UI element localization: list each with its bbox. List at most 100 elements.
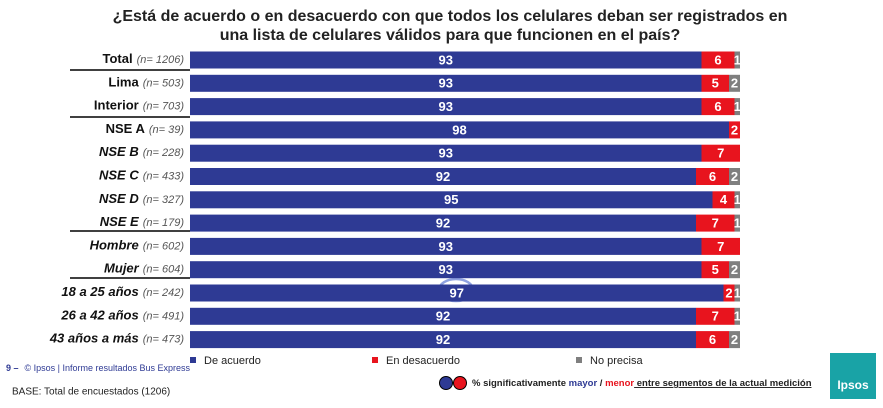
- bar-segment: [696, 331, 729, 349]
- bar-segment: [734, 284, 740, 302]
- value-label: 93: [439, 76, 453, 91]
- category-name: 26 a 42 años: [60, 308, 138, 323]
- sample-size: (n= 228): [143, 147, 185, 159]
- category-name: NSE E: [100, 215, 139, 230]
- sample-size: (n= 1206): [137, 54, 185, 66]
- value-label: 7: [717, 239, 724, 254]
- sig-text: menor: [605, 378, 634, 389]
- value-label: 1: [734, 309, 741, 324]
- legend-label: De acuerdo: [204, 355, 261, 367]
- sample-size: (n= 491): [143, 310, 185, 322]
- bar-segment: [729, 168, 740, 185]
- value-label: 93: [439, 239, 453, 254]
- category-name: Interior: [94, 98, 139, 113]
- logo-text: Ipsos: [837, 378, 869, 392]
- bar-segment: [696, 214, 735, 232]
- bar-segment: [190, 144, 702, 162]
- value-label: 93: [439, 146, 453, 161]
- category-name: NSE C: [99, 168, 139, 183]
- category-name: NSE A: [106, 121, 146, 136]
- sig-icon: [453, 376, 467, 390]
- bar-segment: [701, 261, 729, 279]
- category-label: Total (n= 1206): [103, 51, 185, 66]
- sample-size: (n= 39): [149, 124, 184, 136]
- value-label: 5: [712, 262, 719, 277]
- value-label: 93: [439, 262, 453, 277]
- value-label: 6: [714, 52, 721, 67]
- category-name: 18 a 25 años: [61, 284, 138, 299]
- bar-segment: [190, 74, 702, 92]
- bar-segment: [729, 74, 740, 92]
- legend-label: En desacuerdo: [386, 355, 460, 367]
- bar-segment: [734, 191, 740, 209]
- sig-text: /: [597, 378, 605, 389]
- value-label: 93: [439, 52, 453, 67]
- bar-segment: [696, 307, 735, 325]
- base-note: BASE: Total de encuestados (1206): [12, 387, 170, 398]
- sample-size: (n= 602): [143, 240, 185, 252]
- bar-segment: [729, 331, 740, 349]
- category-name: Mujer: [104, 261, 140, 276]
- bar-segment: [190, 168, 696, 185]
- bar-segment: [190, 191, 713, 209]
- bar-segment: [190, 51, 702, 69]
- bar-segment: [190, 307, 696, 325]
- value-label: 1: [734, 192, 741, 207]
- sample-size: (n= 473): [143, 334, 185, 346]
- category-label: NSE D (n= 327): [99, 191, 184, 206]
- bar-segment: [723, 284, 735, 302]
- value-label: 2: [731, 122, 738, 137]
- category-label: Mujer (n= 604): [104, 261, 184, 276]
- sample-size: (n= 242): [143, 287, 185, 299]
- value-label: 6: [709, 169, 716, 184]
- sig-text: mayor: [569, 378, 598, 389]
- value-label: 1: [734, 52, 741, 67]
- sig-note: % significativamente mayor / menor entre…: [472, 378, 812, 389]
- logo: [830, 353, 876, 399]
- sample-size: (n= 327): [143, 194, 185, 206]
- bar-segment: [696, 168, 729, 185]
- value-label: 6: [714, 99, 721, 114]
- sample-size: (n= 433): [143, 170, 185, 182]
- value-label: 1: [734, 216, 741, 231]
- legend-swatch: [190, 357, 196, 363]
- value-label: 93: [439, 99, 453, 114]
- category-label: 43 años a más (n= 473): [49, 331, 185, 346]
- category-label: Hombre (n= 602): [90, 238, 185, 253]
- bar-segment: [701, 144, 740, 162]
- sample-size: (n= 503): [143, 77, 185, 89]
- bar-segment: [701, 237, 740, 255]
- value-label: 2: [731, 76, 738, 91]
- category-name: NSE B: [99, 145, 139, 160]
- chart-title: una lista de celulares válidos para que …: [220, 27, 681, 44]
- category-name: Total: [103, 51, 133, 66]
- bar-segment: [734, 307, 740, 325]
- sample-size: (n= 604): [143, 264, 185, 276]
- value-label: 7: [712, 309, 719, 324]
- value-label: 7: [717, 146, 724, 161]
- page-number: 9 –: [6, 363, 19, 373]
- category-label: NSE A (n= 39): [106, 121, 185, 136]
- value-label: 2: [731, 262, 738, 277]
- bar-segment: [701, 74, 729, 92]
- bar-segment: [729, 121, 740, 139]
- sample-size: (n= 703): [143, 101, 185, 113]
- category-name: NSE D: [99, 191, 139, 206]
- value-label: 97: [450, 285, 464, 300]
- value-label: 95: [444, 192, 458, 207]
- bar-segment: [729, 261, 740, 279]
- bar-segment: [190, 261, 702, 279]
- bar-segment: [701, 51, 735, 69]
- value-label: 5: [712, 76, 719, 91]
- sig-icon: [439, 376, 453, 390]
- category-label: Lima (n= 503): [108, 75, 184, 90]
- bar-segment: [734, 51, 740, 69]
- legend-swatch: [576, 357, 582, 363]
- bar-segment: [190, 284, 724, 302]
- bar-segment: [190, 331, 696, 349]
- value-label: 2: [731, 332, 738, 347]
- category-label: 26 a 42 años (n= 491): [60, 308, 184, 323]
- chart-title: ¿Está de acuerdo o en desacuerdo con que…: [113, 8, 788, 25]
- value-label: 7: [712, 216, 719, 231]
- bar-segment: [734, 214, 740, 232]
